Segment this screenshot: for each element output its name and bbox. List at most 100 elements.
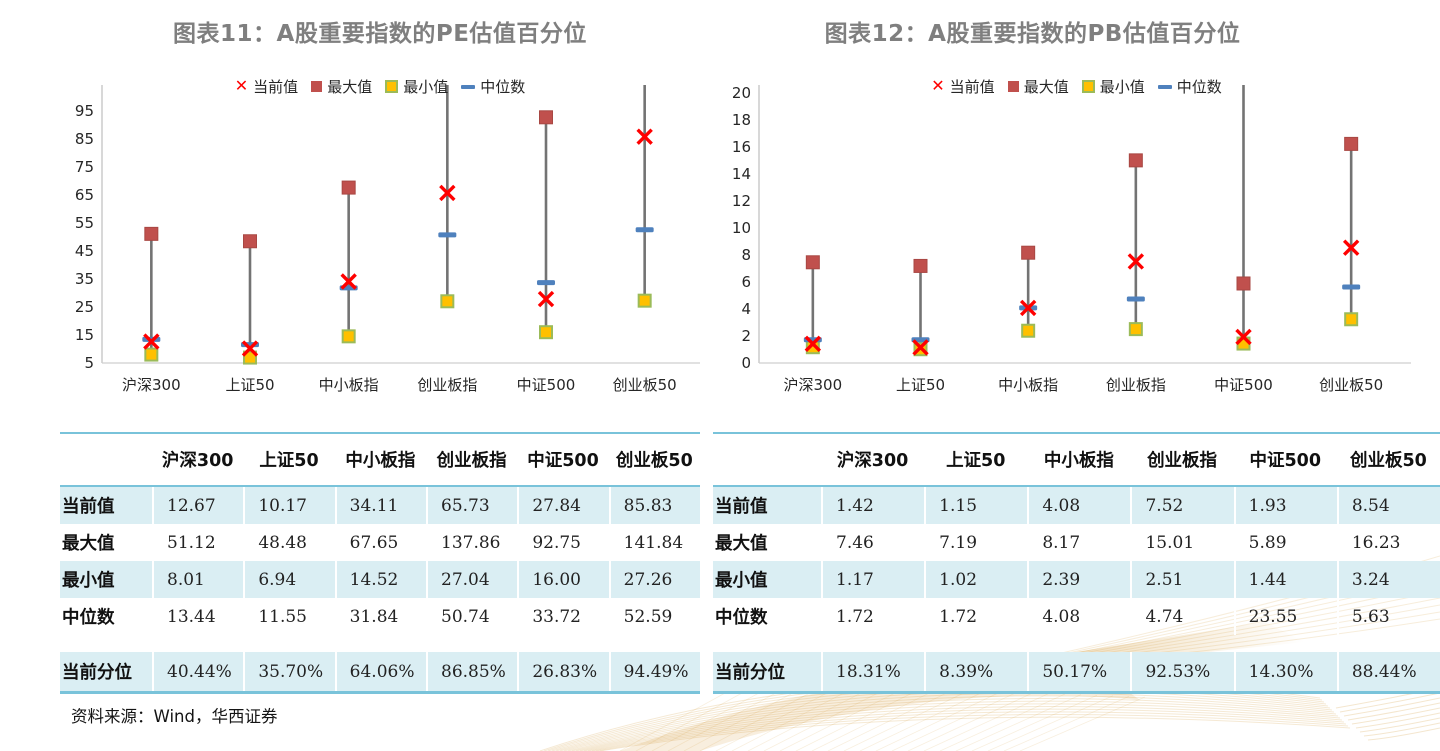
gold-curve [579,703,1341,751]
y-tick-label: 20 [732,84,751,102]
table-row: 最大值 51.12 48.48 67.65 137.86 92.75 141.84 [60,524,700,561]
gold-hatch [683,684,810,751]
table-cell: 1.44 [1233,561,1337,598]
legend-label: 最大值 [1023,78,1069,96]
table-cell: 40.44% [152,652,243,691]
x-category-label: 中小板指 [319,376,379,394]
x-category-label: 上证50 [896,376,945,394]
table-cell: 8.54 [1336,487,1440,524]
legend-label: 最小值 [403,78,449,96]
legend-label: 最大值 [327,78,373,96]
row-label: 当前分位 [715,663,785,683]
x-category-label: 中小板指 [998,376,1058,394]
table-cell: 4.08 [1027,598,1130,635]
legend-label: 最小值 [1099,78,1145,96]
gold-curve [587,708,1345,751]
pe-plot-area: 5 15 25 35 45 55 65 75 85 95 沪深300 上证50 中小板指 创业板指 中证50… [75,85,700,394]
gold-hatch [891,691,1018,751]
table-cell: 27.84 [517,487,608,524]
source-note: 资料来源：Wind，华西证券 [71,707,278,726]
legend-max-icon [311,81,323,92]
x-category-label: 创业板指 [1106,376,1166,394]
row-label: 最大值 [62,534,115,554]
table-cell: 1.15 [924,487,1027,524]
legend-max-icon [1007,81,1019,92]
table-header-cell: 中小板指 [1043,451,1114,471]
gold-curve [583,706,1343,751]
gold-hatch [987,695,1114,751]
x-category-label: 创业板指 [417,376,477,394]
marker-current [636,128,653,145]
table-cell: 86.85% [426,652,517,691]
y-tick-label: 55 [75,214,94,232]
legend-current-icon: ✕ [931,75,945,95]
legend-min-icon [1081,80,1095,93]
gold-hatch [699,684,826,751]
table-header-cell: 上证50 [259,451,319,471]
marker-current [1019,299,1037,317]
gold-curve [575,700,1339,751]
marker-median [537,280,555,286]
table-cell: 7.52 [1130,487,1233,524]
table-cell: 15.01 [1130,524,1233,561]
y-tick-label: 35 [75,270,94,288]
gold-curve [1363,722,1440,737]
gold-curve [1367,727,1440,741]
marker-current [1342,239,1360,256]
table-cell: 2.39 [1027,561,1130,598]
table-cell: 26.83% [517,652,608,691]
marker-min [1021,323,1036,338]
y-tick-label: 95 [75,102,94,120]
y-tick-label: 10 [732,219,751,237]
table-row: 当前分位 18.31% 8.39% 50.17% 92.53% 14.30% 88.44% [713,652,1440,691]
y-tick-label: 85 [75,130,94,148]
table-header-cell: 沪深300 [161,451,234,471]
marker-median [1126,296,1145,302]
gold-curve [591,711,1347,751]
pe-chart-title: 图表11：A股重要指数的PE估值百分位 [173,21,587,47]
y-tick-label: 25 [75,298,94,316]
table-cell: 8.01 [152,561,243,598]
legend-median-icon [1157,84,1172,89]
table-header-cell: 上证50 [946,451,1006,471]
gold-curve [1351,707,1440,725]
table-header-row: 沪深300 上证50 中小板指 创业板指 中证500 创业板50 [60,434,700,487]
table-cell: 33.72 [517,598,608,635]
table-cell: 34.11 [334,487,426,524]
gold-curve [551,684,1327,751]
table-cell: 94.49% [608,652,700,691]
marker-current [439,184,456,202]
marker-max [913,258,928,273]
gold-hatch [795,688,922,751]
gold-hatch [907,692,1034,751]
gold-curve [555,687,1329,751]
y-tick-label: 14 [732,165,751,183]
gold-curve [1343,697,1440,717]
marker-max [341,180,356,195]
pb-chart: 0 2 4 6 8 10 12 14 16 18 20 沪深300 上证50 中小板指 创业板指 中证500 创… [713,73,1440,411]
legend-label: 中位数 [1176,78,1222,96]
table-row: 最大值 7.46 7.19 8.17 15.01 5.89 16.23 [713,524,1440,561]
marker-min [1128,322,1143,337]
legend-item-max: 最大值 [1007,76,1069,97]
table-cell: 50.17% [1027,652,1130,691]
pb-chart-legend: ✕ 当前值 最大值 最小值 中位数 [713,76,1440,97]
table-row: 当前值 1.42 1.15 4.08 7.52 1.93 8.54 [713,487,1440,524]
marker-current [1235,328,1252,346]
y-tick-label: 5 [84,354,94,372]
pe-data-table: 沪深300 上证50 中小板指 创业板指 中证500 创业板50 当前值 12.67 10.17… [60,432,700,694]
marker-max [144,226,159,241]
table-cell: 11.55 [243,598,334,635]
legend-label: 当前值 [253,78,299,96]
pb-chart-title: 图表12：A股重要指数的PB估值百分位 [824,21,1241,47]
y-tick-label: 0 [741,354,751,372]
table-header-cell: 创业板指 [1147,451,1218,471]
marker-min [144,347,159,362]
table-cell: 141.84 [608,524,700,561]
x-category-label: 沪深300 [784,376,843,394]
gold-hatch [811,688,938,751]
table-cell: 27.04 [426,561,517,598]
table-row: 当前值 12.67 10.17 34.11 65.73 27.84 85.83 [60,487,700,524]
gold-hatch [923,693,1050,751]
table-cell: 1.93 [1233,487,1337,524]
